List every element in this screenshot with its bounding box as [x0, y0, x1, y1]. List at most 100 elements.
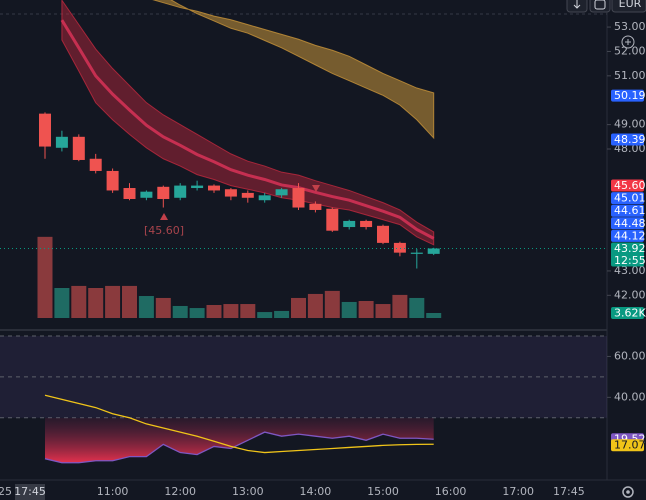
- candle-body: [343, 220, 356, 228]
- volume-bar: [409, 297, 425, 318]
- band: [61, 0, 435, 246]
- candle-body: [326, 208, 339, 231]
- volume-bar: [37, 236, 53, 318]
- volume-bar: [206, 305, 222, 318]
- volume-bar: [155, 297, 171, 318]
- x-tick-label: 13:00: [232, 485, 264, 498]
- x-tick-label: 11:00: [97, 485, 129, 498]
- frame-icon: [594, 0, 606, 10]
- y-tick-label: 40.00: [614, 390, 646, 403]
- candle-body: [241, 192, 254, 198]
- candle-body: [410, 252, 423, 254]
- band-center-line: [60, 19, 435, 240]
- volume-bar: [291, 297, 306, 318]
- rsi-label-box: [611, 439, 644, 452]
- axes: 3.62K 11:00 12:00 13:00 14:00 15:00 53.00 52.00…: [0, 20, 646, 500]
- price-label: 43.92: [614, 242, 646, 255]
- volume-bar: [324, 290, 340, 318]
- volume-bar: [71, 285, 87, 318]
- candle-body: [208, 185, 220, 191]
- candle-body: [39, 113, 51, 147]
- candle-body: [275, 189, 288, 196]
- volume-bar: [88, 287, 104, 318]
- volume-bar: [341, 301, 357, 318]
- candle-body: [123, 188, 136, 199]
- volume-label: 3.62K: [614, 306, 646, 319]
- fullscreen-button[interactable]: [589, 0, 611, 13]
- candle-body: [140, 191, 153, 198]
- price-label-box: [611, 204, 644, 217]
- x-tick-label: 17:00: [502, 485, 534, 498]
- price-pane: [0, 0, 607, 318]
- candle-body: [292, 188, 305, 208]
- candle-body: [377, 225, 389, 243]
- plus-icon: [625, 39, 631, 45]
- rsi-pane: [0, 335, 607, 464]
- price-label: 48.39: [614, 133, 646, 146]
- price-label-box: [611, 217, 644, 230]
- y-tick-label: 49.00: [614, 118, 646, 131]
- currency-button[interactable]: [611, 0, 646, 13]
- candle-body: [191, 185, 204, 189]
- price-label: 44.61: [614, 204, 646, 217]
- volume-bar: [138, 296, 154, 318]
- add-button[interactable]: [621, 35, 635, 49]
- arrow-icon: [573, 0, 581, 9]
- signal-label: [45.60]: [144, 224, 184, 237]
- candle-body: [224, 189, 237, 197]
- volume-bar: [426, 312, 442, 318]
- buy-signal: [160, 213, 168, 220]
- price-label-box: [611, 133, 644, 146]
- x-tick-label: 15:00: [367, 485, 399, 498]
- band: [152, 0, 435, 140]
- candle-body: [174, 185, 187, 198]
- oversold-fill: [45, 417, 434, 463]
- candle-body: [89, 158, 102, 171]
- volume-bar: [375, 304, 391, 318]
- price-label-box: [611, 242, 644, 267]
- rsi-line: [44, 431, 434, 464]
- volume-bar: [257, 312, 273, 318]
- price-label: 44.12: [614, 229, 646, 242]
- volume-bar: [358, 300, 374, 318]
- price-label-box: [611, 192, 644, 205]
- price-label-box: [611, 89, 644, 102]
- volume-bar: [240, 304, 256, 318]
- y-tick-label: 43.00: [614, 264, 646, 277]
- crosshair-time-box: [15, 484, 45, 500]
- volume-bar: [172, 305, 188, 318]
- volume-bar: [274, 310, 290, 318]
- candle-body: [360, 220, 373, 228]
- y-tick-label: 52.00: [614, 44, 646, 57]
- volume-bar: [105, 285, 121, 318]
- x-tick-label: 14:00: [300, 485, 332, 498]
- candle-body: [106, 170, 119, 191]
- currency: EUR: [619, 0, 642, 10]
- volume-bar: [54, 287, 70, 318]
- x-tick-label: 17:45: [553, 485, 585, 498]
- price-label: 50.19: [614, 89, 646, 102]
- y-tick-label: 42.00: [614, 288, 646, 301]
- candle-body: [309, 203, 322, 210]
- x-tick-label: 16:00: [435, 485, 467, 498]
- crosshair-time-label: 17:45: [14, 485, 46, 498]
- candle-body: [157, 186, 170, 199]
- price-label: 45.01: [614, 192, 646, 205]
- sell-signal: [312, 185, 320, 192]
- volume-bar: [122, 285, 137, 318]
- countdown-label: 12:55: [614, 254, 646, 267]
- settings-button[interactable]: [622, 486, 634, 498]
- y-tick-label: 60.00: [614, 349, 646, 362]
- rsi-line: [44, 394, 434, 454]
- volume-bar: [307, 293, 323, 318]
- y-tick-label: 51.00: [614, 69, 646, 82]
- y-tick-label: 53.00: [614, 20, 646, 33]
- price-label: 45.60: [614, 179, 646, 192]
- x-tick-label: 25: [0, 485, 12, 498]
- candle-body: [258, 195, 271, 201]
- price-label: 44.48: [614, 217, 646, 230]
- candle-body: [427, 248, 440, 254]
- volume-bar: [223, 304, 239, 318]
